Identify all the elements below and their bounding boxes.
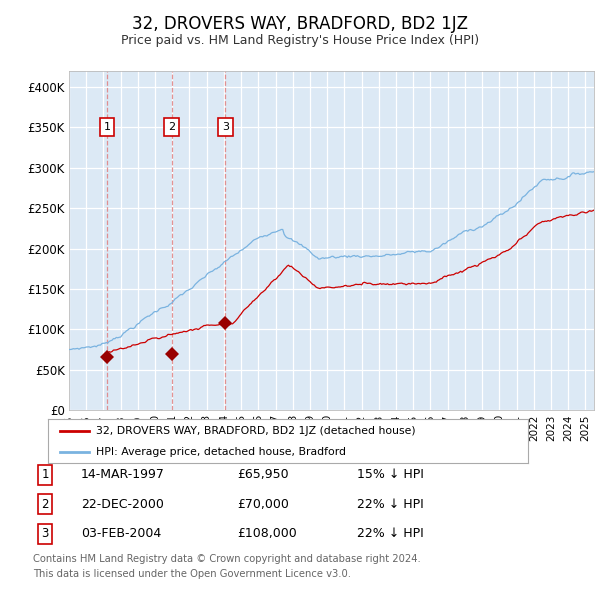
Text: 03-FEB-2004: 03-FEB-2004: [81, 527, 161, 540]
Text: £108,000: £108,000: [237, 527, 297, 540]
Text: 1: 1: [104, 122, 110, 132]
Text: 32, DROVERS WAY, BRADFORD, BD2 1JZ: 32, DROVERS WAY, BRADFORD, BD2 1JZ: [132, 15, 468, 33]
Text: £70,000: £70,000: [237, 498, 289, 511]
Text: 22-DEC-2000: 22-DEC-2000: [81, 498, 164, 511]
Text: 22% ↓ HPI: 22% ↓ HPI: [357, 527, 424, 540]
Text: 14-MAR-1997: 14-MAR-1997: [81, 468, 165, 481]
Text: 3: 3: [41, 527, 49, 540]
Text: 15% ↓ HPI: 15% ↓ HPI: [357, 468, 424, 481]
Text: HPI: Average price, detached house, Bradford: HPI: Average price, detached house, Brad…: [96, 447, 346, 457]
Text: 1: 1: [41, 468, 49, 481]
Text: 2: 2: [41, 498, 49, 511]
Text: 22% ↓ HPI: 22% ↓ HPI: [357, 498, 424, 511]
Text: £65,950: £65,950: [237, 468, 289, 481]
Text: Contains HM Land Registry data © Crown copyright and database right 2024.: Contains HM Land Registry data © Crown c…: [33, 554, 421, 564]
Text: Price paid vs. HM Land Registry's House Price Index (HPI): Price paid vs. HM Land Registry's House …: [121, 34, 479, 47]
Text: 32, DROVERS WAY, BRADFORD, BD2 1JZ (detached house): 32, DROVERS WAY, BRADFORD, BD2 1JZ (deta…: [96, 427, 416, 436]
Text: This data is licensed under the Open Government Licence v3.0.: This data is licensed under the Open Gov…: [33, 569, 351, 579]
Text: 3: 3: [222, 122, 229, 132]
Text: 2: 2: [169, 122, 175, 132]
